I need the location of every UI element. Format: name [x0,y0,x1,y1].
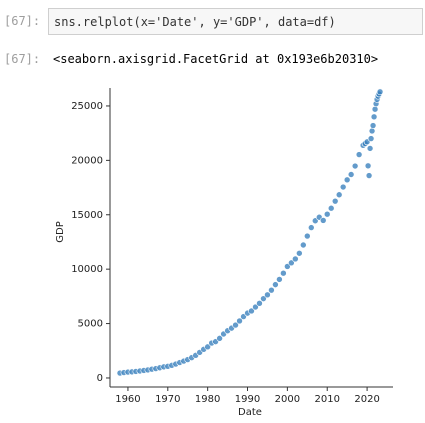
data-point [376,88,384,96]
data-point [276,276,283,283]
x-tick-label: 1960 [115,394,140,405]
output-prompt: [67]: [4,52,41,66]
output-text: <seaborn.axisgrid.FacetGrid at 0x193e6b2… [53,52,379,66]
data-point [272,281,279,288]
data-point [280,269,287,277]
x-tick-label: 2010 [315,394,340,405]
data-point [204,343,211,351]
data-point [307,224,315,231]
data-point [347,171,355,178]
data-point [335,191,343,199]
y-tick-label: 15000 [71,210,103,221]
data-point [369,122,377,129]
y-tick-label: 20000 [71,155,103,166]
code-cell[interactable]: sns.relplot(x='Date', y='GDP', data=df) [48,8,423,35]
data-point [300,241,307,249]
data-point [236,317,243,325]
data-point [343,176,351,184]
y-tick-label: 0 [97,373,103,384]
data-point [252,303,259,311]
data-point [256,300,263,307]
data-point [355,151,363,158]
data-point [331,197,339,205]
data-point [371,105,379,113]
data-point [319,217,327,224]
x-tick-label: 2020 [354,394,379,405]
x-tick-label: 1970 [155,394,180,405]
data-point [304,232,311,240]
data-point [248,307,255,315]
data-point [323,210,331,218]
data-point [364,162,372,170]
y-axis-label: GDP [55,221,66,242]
x-tick-label: 1980 [195,394,220,405]
data-point [216,335,223,342]
data-point [292,255,299,263]
data-point [264,291,271,299]
y-tick-label: 5000 [78,319,103,330]
y-tick-label: 25000 [71,101,103,112]
data-point [370,113,378,121]
data-point [367,135,375,142]
data-point [368,127,376,135]
data-point [232,321,239,329]
input-prompt: [67]: [4,14,41,28]
x-tick-label: 1990 [235,394,260,405]
data-point [366,145,374,152]
data-point [327,204,335,212]
data-point [288,259,295,267]
data-point [351,162,359,170]
y-tick-label: 10000 [71,264,103,275]
data-point [268,286,275,294]
data-point [339,183,347,191]
data-point [296,249,303,257]
x-axis-label: Date [238,407,262,418]
x-tick-label: 2000 [275,394,300,405]
data-point [260,295,267,302]
data-point [365,172,373,179]
